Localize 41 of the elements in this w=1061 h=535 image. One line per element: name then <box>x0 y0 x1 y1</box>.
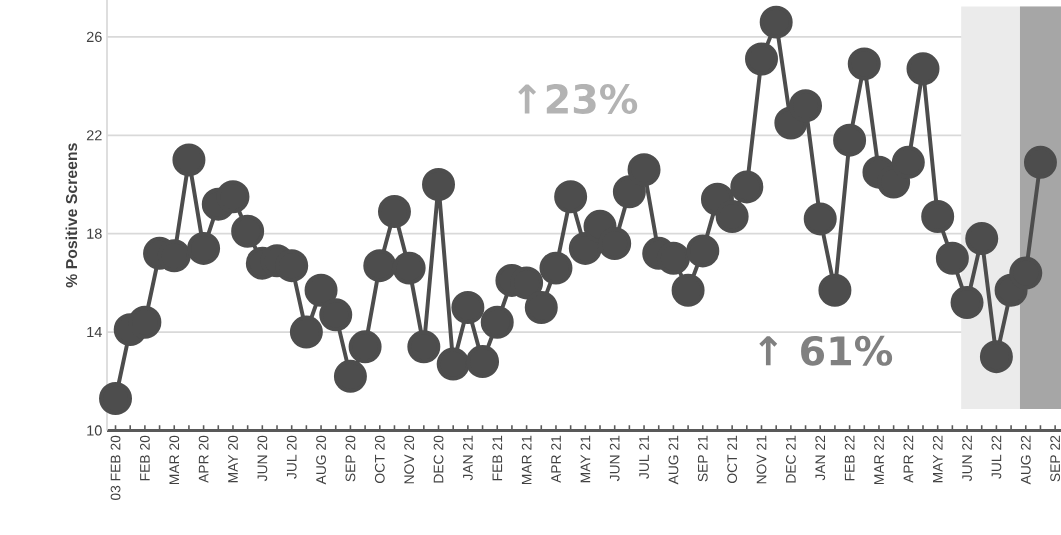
y-tick-label: 18 <box>87 228 102 239</box>
x-tick-label: JUN 20 <box>257 435 268 481</box>
y-tick-label: 26 <box>86 31 102 42</box>
x-tick-label: FEB 20 <box>139 435 150 481</box>
x-tick-label: SEP 21 <box>697 435 708 482</box>
x-tick-label: APR 21 <box>551 435 561 483</box>
x-tick-label: AUG 20 <box>316 435 326 485</box>
x-tick-label: MAY 22 <box>932 435 943 483</box>
annotation: ↑23% <box>518 83 638 114</box>
y-tick-label: 22 <box>86 130 102 141</box>
y-tick-label: 10 <box>87 425 102 436</box>
y-axis-title: % Positive Screens <box>65 143 78 288</box>
annotation: ↑ 61% <box>759 335 893 366</box>
x-tick-label: MAY 20 <box>228 435 238 483</box>
x-tick-label: AUG 21 <box>668 435 679 485</box>
x-tick-label: MAY 21 <box>580 435 591 483</box>
x-tick-label: JUN 21 <box>609 435 620 481</box>
x-tick-label: JAN 22 <box>815 435 826 481</box>
x-tick-label: SEP 20 <box>345 435 356 482</box>
x-tick-label: FEB 22 <box>844 435 855 481</box>
x-tick-label: AUG 22 <box>1020 435 1031 485</box>
x-tick-label: NOV 21 <box>756 435 767 484</box>
x-tick-label: OCT 21 <box>727 435 738 483</box>
x-tick-label: APR 22 <box>903 435 914 483</box>
x-tick-label: DEC 21 <box>785 435 796 483</box>
x-tick-label: MAR 20 <box>169 435 180 484</box>
x-tick-label: JUL 22 <box>991 435 1002 479</box>
x-tick-label: FEB 21 <box>492 435 503 481</box>
x-tick-label: MAR 22 <box>874 435 884 484</box>
x-tick-label: JUL 20 <box>286 435 297 479</box>
x-tick-label: OCT 20 <box>374 435 385 483</box>
x-tick-label: APR 20 <box>198 435 209 483</box>
x-tick-label: MAR 21 <box>521 435 532 484</box>
x-tick-label: 03 FEB 20 <box>110 435 121 500</box>
x-tick-label: JAN 21 <box>462 435 473 481</box>
x-tick-label: JUN 22 <box>962 435 972 481</box>
y-tick-label: 14 <box>87 326 102 337</box>
x-tick-label: JUL 21 <box>639 435 649 479</box>
x-tick-label: SEP 22 <box>1050 435 1061 482</box>
x-tick-label: DEC 20 <box>433 435 444 483</box>
x-tick-label: NOV 20 <box>404 435 415 484</box>
